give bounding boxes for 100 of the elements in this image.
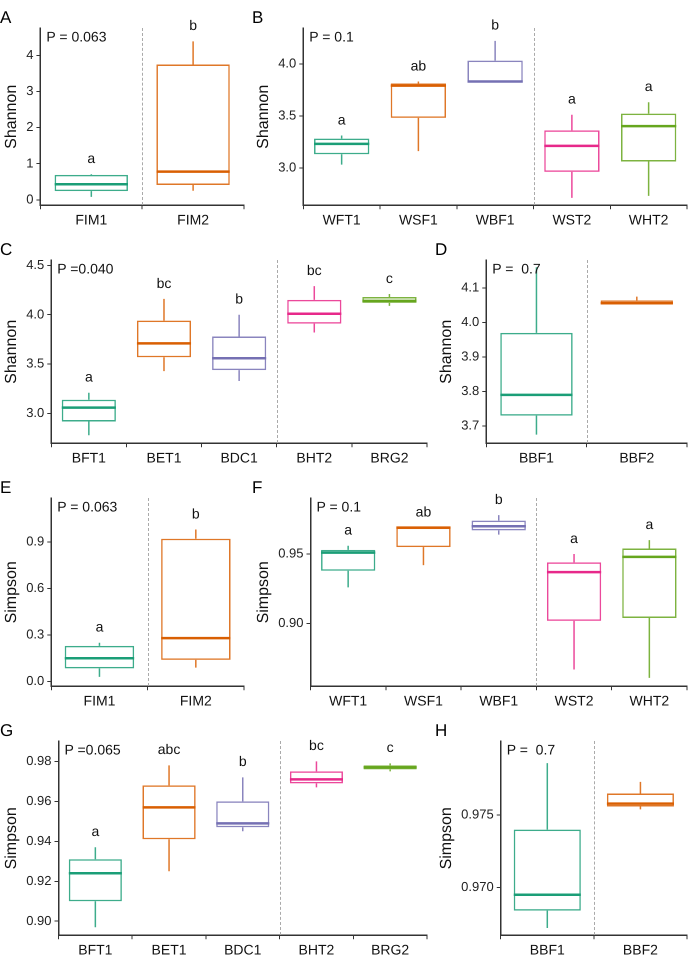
annotation: a: [87, 150, 96, 166]
x-tick-label: WHT2: [628, 211, 669, 228]
x-tick-label: BBF2: [622, 941, 658, 958]
annotation: P = 0.063: [57, 498, 118, 514]
annotation: b: [494, 490, 503, 507]
annotation: P = 0.7: [492, 260, 541, 276]
annotation: b: [491, 16, 500, 33]
annotation: a: [96, 618, 104, 635]
annotation: a: [91, 823, 100, 840]
y-axis-title: Shannon: [438, 320, 456, 384]
annotation: bc: [309, 737, 324, 754]
chart-title: E: [0, 478, 12, 497]
y-tick-label: 0.92: [26, 872, 52, 888]
y-axis-title: Simpson: [3, 561, 20, 624]
y-tick-label: 3.9: [461, 348, 480, 364]
y-tick-label: 4.0: [278, 55, 296, 70]
x-tick-label: WSF1: [398, 211, 438, 228]
y-tick-label: 4: [26, 47, 34, 62]
annotation: P =0.065: [64, 741, 121, 758]
y-tick-label: 3.5: [278, 107, 296, 122]
chart-title: G: [0, 720, 14, 740]
annotation: bc: [306, 262, 322, 278]
x-tick-label: WFT1: [329, 692, 368, 708]
annotation: a: [568, 90, 576, 107]
y-axis-title: Simpson: [438, 807, 456, 870]
y-axis-title: Simpson: [255, 561, 272, 624]
y-tick-label: 1: [26, 155, 34, 170]
x-tick-label: WBF1: [476, 211, 515, 228]
chart-title: B: [252, 8, 264, 27]
annotation: a: [344, 522, 352, 538]
x-tick-label: WST2: [554, 692, 594, 708]
x-tick-label: FIM2: [180, 692, 212, 708]
annotation: b: [192, 505, 200, 522]
y-tick-label: 0.0: [26, 673, 44, 688]
annotation: b: [235, 290, 244, 307]
y-axis-title: Shannon: [255, 84, 272, 149]
x-tick-label: BET1: [146, 449, 182, 466]
annotation: P = 0.1: [316, 498, 362, 514]
x-tick-label: WST2: [552, 211, 592, 228]
x-tick-label: BHT2: [296, 449, 332, 466]
x-tick-label: BBF1: [530, 941, 566, 958]
x-tick-label: BRG2: [370, 449, 409, 466]
y-tick-label: 0.90: [278, 615, 304, 630]
annotation: c: [386, 270, 393, 286]
y-tick-label: 3.5: [26, 356, 44, 371]
y-tick-label: 0.94: [26, 832, 52, 848]
chart-title: H: [435, 720, 448, 740]
y-tick-label: 0.6: [26, 580, 44, 595]
x-tick-label: WBF1: [479, 692, 518, 708]
y-tick-label: 0.970: [461, 879, 494, 894]
x-tick-label: BET1: [152, 941, 187, 958]
chart-title: F: [252, 478, 262, 497]
y-tick-label: 4.5: [26, 256, 44, 272]
chart-title: D: [435, 240, 448, 259]
annotation: ab: [410, 57, 426, 74]
x-tick-label: WHT2: [630, 692, 670, 708]
y-tick-label: 3.0: [278, 159, 296, 174]
annotation: a: [338, 111, 346, 128]
chart-title: A: [0, 8, 12, 27]
x-tick-label: BFT1: [78, 941, 113, 958]
y-tick-label: 4.0: [26, 306, 44, 322]
annotation: P =0.040: [57, 260, 114, 276]
y-tick-label: 4.1: [461, 280, 480, 295]
x-tick-label: BFT1: [72, 449, 106, 466]
annotation: a: [570, 530, 578, 546]
x-tick-label: BDC1: [224, 941, 262, 958]
y-axis-title: Simpson: [3, 807, 20, 870]
y-tick-label: 3.0: [26, 405, 44, 420]
annotation: a: [84, 368, 93, 385]
y-tick-label: 0.975: [461, 806, 494, 822]
annotation: ab: [416, 503, 432, 520]
y-tick-label: 0.9: [26, 533, 44, 548]
annotation: b: [189, 17, 198, 34]
annotation: P = 0.063: [46, 28, 107, 44]
x-tick-label: WSF1: [404, 692, 444, 708]
x-tick-label: BBF1: [518, 449, 554, 466]
y-tick-label: 4.0: [461, 314, 480, 330]
y-tick-label: 0.3: [26, 626, 44, 642]
x-tick-label: WFT1: [322, 211, 361, 228]
y-tick-label: 0.98: [26, 752, 52, 768]
x-tick-label: BBF2: [619, 449, 655, 466]
y-tick-label: 0: [26, 191, 34, 206]
annotation: c: [386, 739, 394, 756]
annotation: bc: [156, 274, 172, 291]
annotation: abc: [158, 741, 180, 758]
x-tick-label: BRG2: [371, 941, 410, 958]
y-axis-title: Shannon: [3, 84, 20, 149]
annotation: b: [238, 753, 247, 770]
y-tick-label: 0.90: [26, 912, 52, 928]
y-tick-label: 0.95: [278, 546, 304, 561]
x-tick-label: FIM2: [177, 211, 210, 228]
y-tick-label: 3: [26, 83, 34, 98]
x-tick-label: BHT2: [298, 941, 335, 958]
chart-title: C: [0, 240, 12, 259]
y-tick-label: 0.96: [26, 792, 52, 808]
y-tick-label: 3.8: [461, 383, 480, 398]
annotation: P = 0.1: [309, 28, 354, 44]
x-tick-label: BDC1: [220, 449, 258, 466]
x-tick-label: FIM1: [75, 211, 108, 228]
y-axis-title: Shannon: [3, 320, 20, 384]
